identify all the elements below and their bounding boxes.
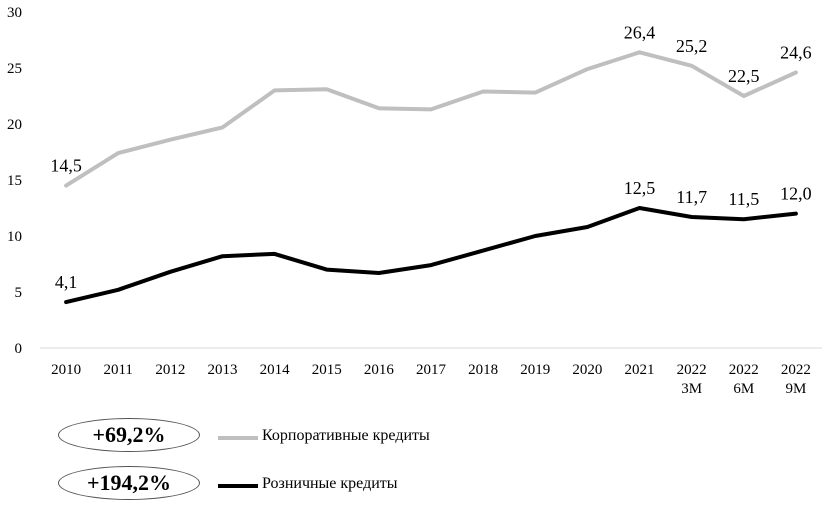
- series-line-corporate: [64, 50, 798, 188]
- y-tick-label: 0: [15, 341, 23, 357]
- x-tick-label: 2018: [468, 362, 498, 378]
- x-tick-label: 2016: [364, 362, 395, 378]
- growth-badge-retail: +194,2%: [58, 466, 200, 500]
- x-tick-label: 2022 3M: [677, 362, 707, 397]
- growth-badge-corporate: +69,2%: [58, 418, 200, 452]
- chart-axes: 0 5 10 15 20 25 30 2010 2011 2012 2013 2014 2015 2016…: [7, 5, 822, 397]
- x-tick-label: 2022 6M: [729, 362, 759, 397]
- data-label: 11,7: [676, 187, 707, 207]
- data-label: 4,1: [55, 272, 78, 292]
- x-tick-label: 2012: [155, 362, 185, 378]
- series-line-retail: [64, 206, 798, 305]
- data-label: 12,0: [780, 184, 812, 204]
- legend-item-corporate: +69,2% Корпоративные кредиты: [0, 418, 827, 458]
- x-tick-label: 2014: [260, 362, 291, 378]
- y-tick-label: 15: [7, 173, 22, 189]
- x-tick-label: 2011: [103, 362, 132, 378]
- legend-label-corporate: Корпоративные кредиты: [262, 427, 430, 444]
- x-tick-label: 2015: [312, 362, 342, 378]
- data-label: 14,5: [50, 156, 82, 176]
- legend-item-retail: +194,2% Розничные кредиты: [0, 466, 827, 506]
- y-tick-label: 10: [7, 229, 22, 245]
- data-label: 26,4: [624, 22, 656, 42]
- data-label: 22,5: [728, 66, 760, 86]
- data-label: 25,2: [676, 36, 708, 56]
- x-tick-label: 2020: [572, 362, 602, 378]
- data-label: 24,6: [780, 42, 812, 62]
- y-tick-label: 25: [7, 61, 22, 77]
- x-tick-label: 2021: [625, 362, 655, 378]
- y-tick-label: 5: [15, 285, 23, 301]
- y-tick-label: 30: [7, 5, 22, 21]
- x-tick-label: 2022 9M: [781, 362, 811, 397]
- x-tick-label: 2013: [207, 362, 237, 378]
- x-tick-label: 2019: [520, 362, 550, 378]
- y-tick-label: 20: [7, 117, 22, 133]
- legend-swatch-corporate: [218, 436, 258, 440]
- x-tick-label: 2010: [51, 362, 81, 378]
- line-chart: 0 5 10 15 20 25 30 2010 2011 2012 2013 2014 2015 2016…: [7, 5, 822, 397]
- data-label: 12,5: [624, 178, 656, 198]
- legend-label-retail: Розничные кредиты: [262, 475, 398, 492]
- x-tick-label: 2017: [416, 362, 447, 378]
- chart-series: [64, 50, 798, 305]
- chart-data-labels: 14,5 26,4 25,2 22,5 24,6 4,1 12,5 11,7 11,5 12,0: [50, 22, 811, 292]
- data-label: 11,5: [728, 189, 759, 209]
- legend-swatch-retail: [218, 484, 258, 488]
